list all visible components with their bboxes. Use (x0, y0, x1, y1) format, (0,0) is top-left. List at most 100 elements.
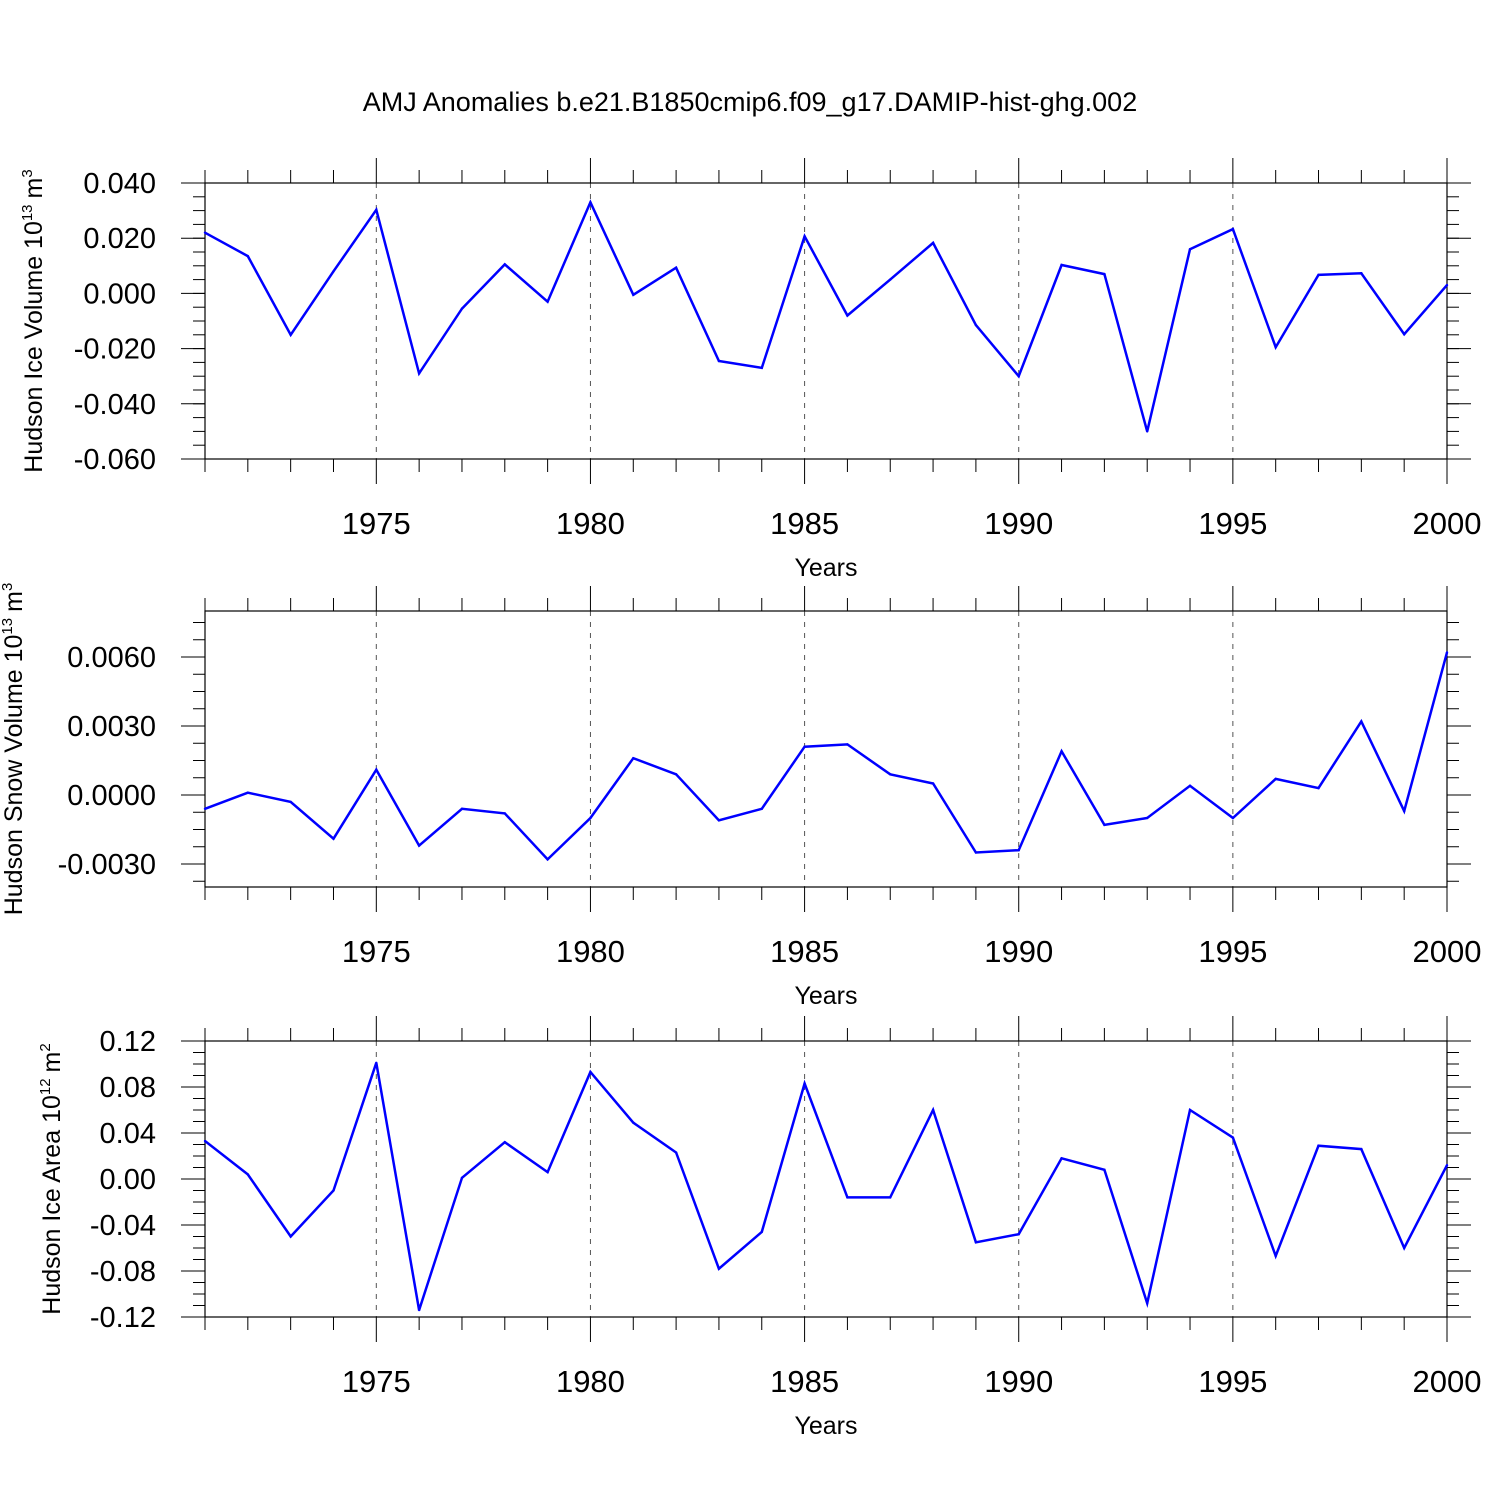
data-point-2000 (1445, 283, 1449, 287)
y-axis-title-unit-exponent: 3 (19, 169, 36, 177)
data-point-1981 (632, 293, 635, 296)
data-point-1991 (1060, 263, 1063, 267)
series-line (204, 652, 1449, 862)
data-point-1973 (289, 333, 292, 336)
plot-frame (204, 610, 1448, 888)
y-axis-title: Hudson Snow Volume 1013 m3 (0, 583, 28, 916)
x-tick-label: 1990 (984, 506, 1053, 541)
panel-3: -0.12 -0.08 -0.04 0.00 0.04 0.08 0.12 1975 1980 1… (37, 1016, 1481, 1440)
x-axis-title: Years (794, 554, 857, 582)
data-point-1973 (289, 1235, 292, 1238)
chart-title: AMJ Anomalies b.e21.B1850cmip6.f09_g17.D… (363, 87, 1137, 117)
y-tick-label: 0.0030 (67, 711, 156, 743)
data-point-1974 (332, 270, 335, 273)
data-point-1984 (760, 807, 763, 810)
y-axis-title-unit: m (20, 178, 48, 199)
data-point-1984 (760, 366, 763, 370)
data-point-1973 (289, 800, 292, 804)
y-tick-label: 0.08 (100, 1072, 156, 1104)
data-point-1978 (503, 1141, 506, 1144)
x-axis-title: Years (794, 1412, 857, 1440)
data-point-1986 (846, 314, 849, 317)
data-point-1994 (1188, 248, 1192, 251)
series-line (204, 199, 1448, 432)
data-point-1992 (1103, 1168, 1106, 1172)
data-point-1976 (417, 372, 421, 375)
data-point-1980 (589, 816, 592, 820)
y-axis-title-main: Hudson Snow Volume 10 (0, 635, 28, 916)
data-point-1999 (1402, 333, 1406, 336)
y-axis-title-exponent: 13 (0, 618, 16, 635)
data-point-1987 (889, 278, 892, 281)
data-point-1993 (1146, 1302, 1149, 1305)
x-tick-label: 1975 (342, 506, 411, 541)
y-axis-title-unit: m (0, 591, 28, 612)
data-point-1998 (1360, 272, 1363, 275)
data-point-1977 (460, 307, 464, 310)
data-point-1982 (674, 266, 678, 269)
data-point-1991 (1060, 1157, 1063, 1160)
x-tick-label: 1995 (1198, 1364, 1267, 1399)
y-tick-label: -0.040 (74, 389, 156, 421)
data-point-1994 (1188, 784, 1192, 787)
plot-frame (204, 1040, 1448, 1318)
data-point-1984 (760, 1230, 763, 1234)
y-tick-label: 0.0060 (67, 642, 156, 674)
data-point-1986 (846, 1196, 849, 1199)
data-point-1997 (1317, 786, 1320, 790)
data-point-1990 (1017, 1233, 1020, 1236)
data-point-1982 (674, 1151, 678, 1154)
data-point-1971 (203, 1139, 207, 1143)
data-point-1977 (460, 807, 464, 810)
x-tick-label: 1980 (556, 934, 625, 969)
x-tick-label: 1990 (984, 934, 1053, 969)
data-point-1989 (974, 851, 978, 854)
x-tick-label: 1980 (556, 1364, 625, 1399)
data-point-1991 (1060, 750, 1063, 753)
y-tick-label: -0.08 (90, 1256, 156, 1288)
panel-1: -0.060 -0.040 -0.020 0.000 0.020 0.040 1975 198… (19, 158, 1481, 582)
x-tick-label: 1985 (770, 1364, 839, 1399)
x-tick-label: 2000 (1413, 1364, 1482, 1399)
data-point-1986 (846, 743, 849, 746)
y-axis-title-exponent: 12 (37, 1078, 54, 1095)
y-tick-label: 0.12 (100, 1026, 156, 1058)
data-point-1998 (1360, 1147, 1363, 1151)
data-point-1985 (803, 745, 806, 748)
data-point-1972 (246, 254, 250, 258)
y-tick-label: 0.0000 (67, 780, 156, 812)
y-tick-label: -0.0030 (58, 849, 156, 881)
data-point-1981 (632, 757, 635, 760)
data-point-1997 (1317, 1144, 1320, 1147)
data-point-1995 (1231, 227, 1235, 231)
data-point-1971 (203, 807, 207, 810)
panels: -0.060 -0.040 -0.020 0.000 0.020 0.040 1975 198… (0, 158, 1481, 1440)
y-axis-title-main: Hudson Ice Volume 10 (20, 221, 48, 473)
data-point-2000 (1445, 651, 1449, 654)
data-point-1987 (889, 1196, 892, 1199)
data-point-1996 (1274, 1254, 1277, 1258)
data-point-1998 (1360, 720, 1363, 723)
data-point-1975 (375, 208, 378, 211)
data-point-1971 (203, 231, 207, 234)
x-axis-title: Years (794, 982, 857, 1010)
data-point-1992 (1103, 272, 1106, 276)
x-tick-label: 1985 (770, 934, 839, 969)
data-point-1974 (332, 837, 335, 840)
data-point-1993 (1146, 430, 1149, 433)
x-tick-label: 2000 (1413, 506, 1482, 541)
data-point-1999 (1402, 809, 1406, 813)
x-tick-label: 2000 (1413, 934, 1482, 969)
data-point-1972 (246, 791, 250, 794)
data-point-1989 (974, 1241, 978, 1244)
data-point-1983 (717, 359, 721, 363)
data-point-1988 (931, 1108, 935, 1112)
data-point-1994 (1188, 1108, 1192, 1112)
data-point-1982 (674, 773, 678, 776)
data-point-1980 (589, 201, 592, 204)
y-axis-title-main: Hudson Ice Area 10 (38, 1095, 66, 1315)
x-tick-label: 1975 (342, 934, 411, 969)
data-point-1980 (589, 1070, 592, 1074)
x-tick-label: 1985 (770, 506, 839, 541)
